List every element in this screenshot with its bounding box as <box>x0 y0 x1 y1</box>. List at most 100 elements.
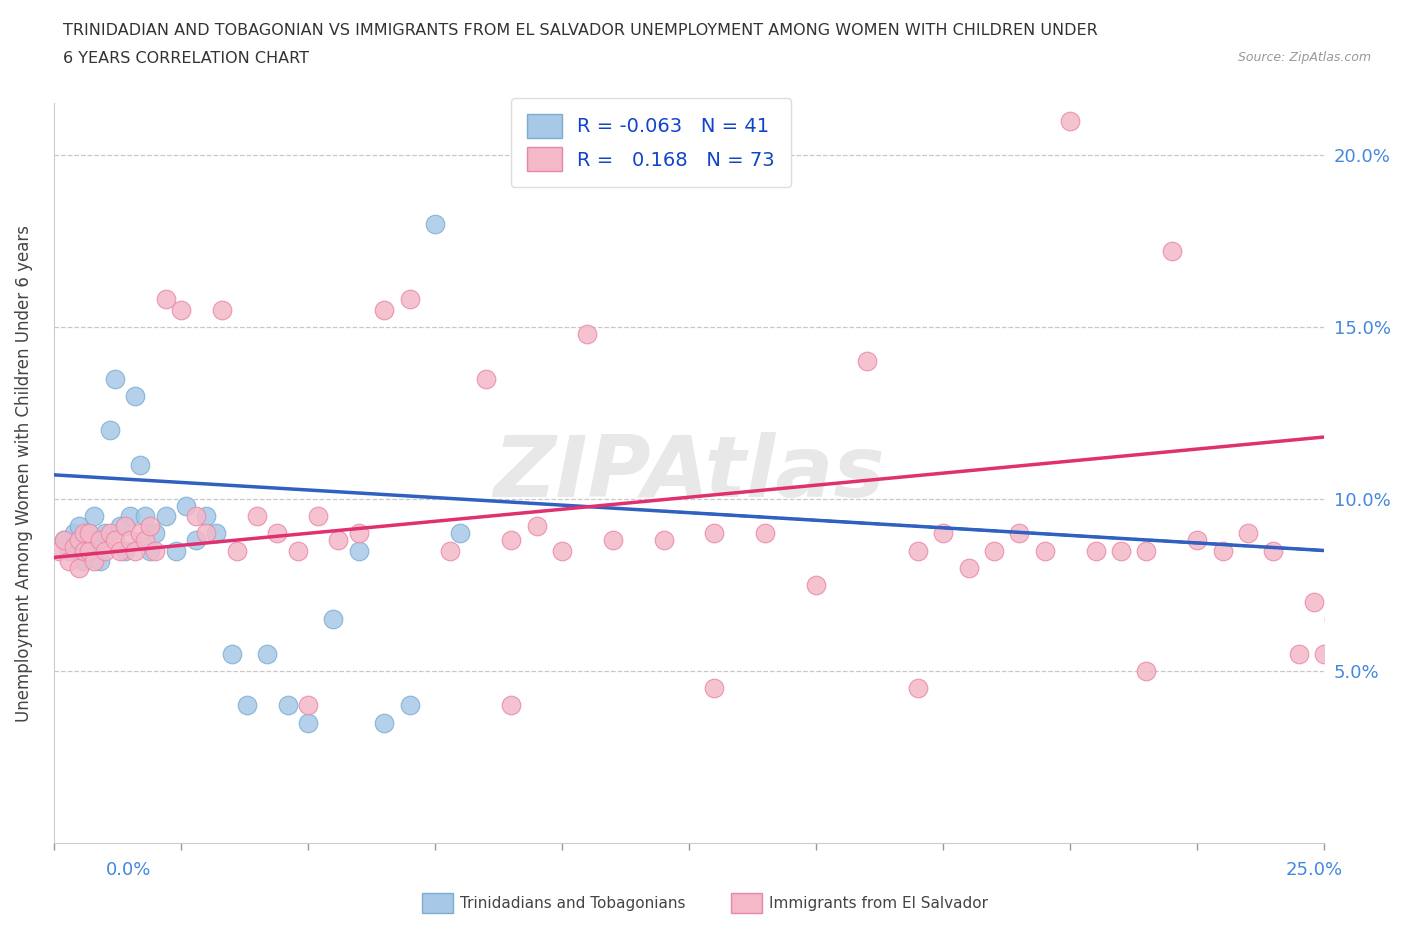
Point <box>983 543 1005 558</box>
Point <box>957 560 980 575</box>
Point <box>322 612 344 627</box>
Point <box>328 533 350 548</box>
Point <box>221 646 243 661</box>
Point <box>195 509 218 524</box>
Point <box>932 525 955 540</box>
Text: Source: ZipAtlas.com: Source: ZipAtlas.com <box>1237 51 1371 64</box>
Point <box>501 698 523 712</box>
Point <box>184 533 207 548</box>
Point <box>67 533 90 548</box>
Legend: R = -0.063   N = 41, R =   0.168   N = 73: R = -0.063 N = 41, R = 0.168 N = 73 <box>512 99 790 187</box>
Point <box>1109 543 1132 558</box>
Point <box>165 543 187 558</box>
Point <box>134 533 156 548</box>
Point <box>145 525 167 540</box>
Text: 6 YEARS CORRELATION CHART: 6 YEARS CORRELATION CHART <box>63 51 309 66</box>
Point <box>1313 646 1336 661</box>
Point <box>63 539 86 554</box>
Point <box>63 525 86 540</box>
Point <box>1008 525 1031 540</box>
Point <box>73 543 96 558</box>
Point <box>475 371 498 386</box>
Point <box>449 525 471 540</box>
Point <box>58 543 80 558</box>
Point <box>205 525 228 540</box>
Point <box>1059 113 1081 128</box>
Point <box>93 543 115 558</box>
Point <box>139 519 162 534</box>
Point <box>53 533 76 548</box>
Point <box>277 698 299 712</box>
Point <box>211 302 233 317</box>
Point <box>297 715 319 730</box>
Point <box>108 519 131 534</box>
Point <box>307 509 329 524</box>
Point <box>79 525 101 540</box>
Point <box>170 302 193 317</box>
Point <box>73 525 96 540</box>
Point <box>398 292 420 307</box>
Point <box>67 543 90 558</box>
Point <box>347 525 370 540</box>
Point <box>1187 533 1209 548</box>
Point <box>398 698 420 712</box>
Point <box>145 543 167 558</box>
Point <box>1303 594 1326 609</box>
Point <box>501 533 523 548</box>
Point <box>48 543 70 558</box>
Point <box>856 354 879 369</box>
Point <box>1135 663 1157 678</box>
Point <box>1084 543 1107 558</box>
Point <box>1237 525 1260 540</box>
Point <box>907 543 929 558</box>
Point <box>297 698 319 712</box>
Point <box>576 326 599 341</box>
Point <box>804 578 827 592</box>
Point <box>104 371 127 386</box>
Point <box>373 302 395 317</box>
Point <box>83 533 105 548</box>
Point <box>423 217 446 232</box>
Point <box>1135 543 1157 558</box>
Point <box>134 509 156 524</box>
Point <box>114 519 136 534</box>
Point <box>155 509 177 524</box>
Point <box>83 553 105 568</box>
Point <box>266 525 288 540</box>
Point <box>129 457 152 472</box>
Point <box>347 543 370 558</box>
Point <box>907 681 929 696</box>
Point <box>1212 543 1234 558</box>
Point <box>652 533 675 548</box>
Point <box>602 533 624 548</box>
Point <box>98 525 121 540</box>
Point <box>79 543 101 558</box>
Point <box>754 525 776 540</box>
Point <box>1033 543 1056 558</box>
Text: Trinidadians and Tobagonians: Trinidadians and Tobagonians <box>460 896 685 910</box>
Y-axis label: Unemployment Among Women with Children Under 6 years: Unemployment Among Women with Children U… <box>15 225 32 722</box>
Point <box>120 533 142 548</box>
Point <box>246 509 269 524</box>
Text: Immigrants from El Salvador: Immigrants from El Salvador <box>769 896 988 910</box>
Point <box>53 533 76 548</box>
Point <box>225 543 247 558</box>
Point <box>67 519 90 534</box>
Point <box>256 646 278 661</box>
Point <box>155 292 177 307</box>
Point <box>114 543 136 558</box>
Point <box>139 543 162 558</box>
Point <box>1323 612 1346 627</box>
Point <box>98 422 121 437</box>
Point <box>703 681 725 696</box>
Point <box>373 715 395 730</box>
Point <box>73 533 96 548</box>
Point <box>124 543 146 558</box>
Point <box>439 543 461 558</box>
Point <box>79 543 101 558</box>
Point <box>526 519 548 534</box>
Point <box>58 553 80 568</box>
Text: 25.0%: 25.0% <box>1285 860 1343 879</box>
Point <box>174 498 197 513</box>
Point <box>79 525 101 540</box>
